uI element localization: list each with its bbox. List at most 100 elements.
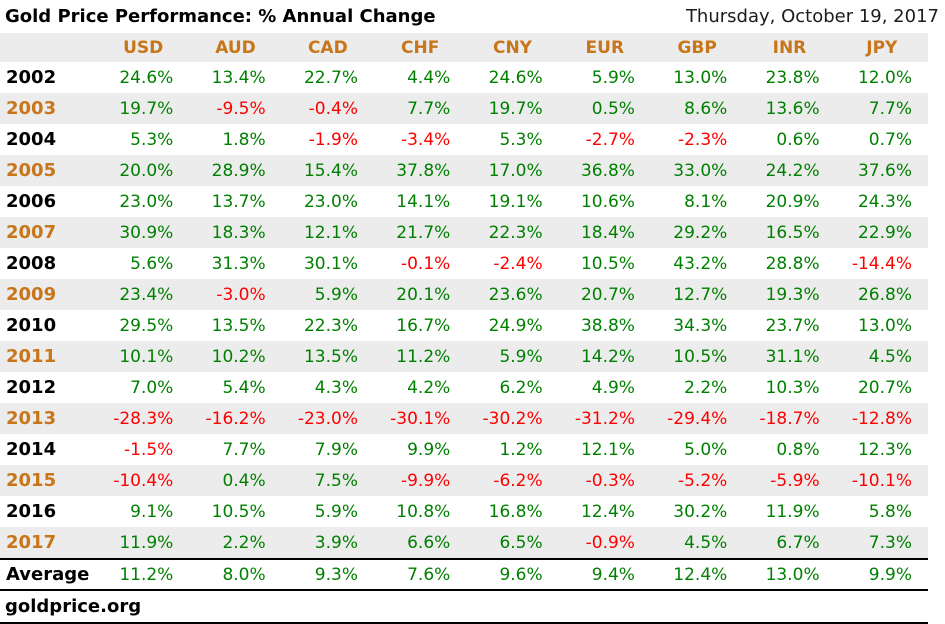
year-label: 2014 bbox=[6, 439, 57, 460]
value-cell: 4.2% bbox=[407, 377, 451, 398]
value-cell: -1.5% bbox=[124, 439, 174, 460]
value-cell: 22.9% bbox=[857, 222, 912, 243]
value-cell: 9.6% bbox=[466, 558, 559, 591]
value-cell: -3.0% bbox=[216, 284, 266, 305]
year-label: 2008 bbox=[6, 253, 57, 274]
value-cell: 13.0% bbox=[743, 558, 836, 591]
value-cell: 5.0% bbox=[684, 439, 728, 460]
value-cell: 9.3% bbox=[281, 558, 374, 591]
year-label: 2002 bbox=[6, 67, 57, 88]
value-cell: -9.5% bbox=[216, 98, 266, 119]
value-cell: 7.7% bbox=[868, 98, 912, 119]
value-cell: 0.7% bbox=[868, 129, 912, 150]
average-label: Average bbox=[0, 558, 97, 591]
value-cell: 0.8% bbox=[776, 439, 820, 460]
column-header-jpy: JPY bbox=[835, 33, 928, 62]
value-cell: -0.4% bbox=[308, 98, 358, 119]
value-cell: 37.8% bbox=[396, 160, 451, 181]
value-cell: 5.9% bbox=[314, 501, 358, 522]
column-header-inr: INR bbox=[743, 33, 836, 62]
value-cell: 16.7% bbox=[396, 315, 451, 336]
value-cell: 4.5% bbox=[684, 532, 728, 553]
value-cell: 10.2% bbox=[211, 346, 266, 367]
table-row: 2002 24.6% 13.4% 22.7% 4.4% 24.6% 5.9% 13.0% 23.… bbox=[0, 62, 928, 93]
value-cell: -6.2% bbox=[493, 470, 543, 491]
value-cell: -9.9% bbox=[400, 470, 451, 491]
value-cell: 8.1% bbox=[684, 191, 728, 212]
value-cell: -10.1% bbox=[851, 470, 912, 491]
value-cell: 24.9% bbox=[488, 315, 543, 336]
value-cell: 12.1% bbox=[303, 222, 358, 243]
value-cell: 7.7% bbox=[222, 439, 266, 460]
value-cell: -2.7% bbox=[585, 129, 635, 150]
value-cell: 12.0% bbox=[857, 67, 912, 88]
value-cell: 5.9% bbox=[591, 67, 635, 88]
value-cell: -0.3% bbox=[585, 470, 635, 491]
value-cell: -0.9% bbox=[585, 532, 635, 553]
value-cell: 21.7% bbox=[396, 222, 451, 243]
value-cell: 3.9% bbox=[314, 532, 358, 553]
year-label: 2009 bbox=[6, 284, 57, 305]
value-cell: 11.2% bbox=[97, 558, 190, 591]
table-row: 2006 23.0% 13.7% 23.0% 14.1% 19.1% 10.6% 8.1% 20… bbox=[0, 186, 928, 217]
year-label: 2015 bbox=[6, 470, 57, 491]
value-cell: 14.2% bbox=[580, 346, 635, 367]
value-cell: 14.1% bbox=[396, 191, 451, 212]
value-cell: 8.0% bbox=[189, 558, 282, 591]
value-cell: 5.3% bbox=[130, 129, 174, 150]
table-row: 2005 20.0% 28.9% 15.4% 37.8% 17.0% 36.8% 33.0% 2… bbox=[0, 155, 928, 186]
value-cell: 43.2% bbox=[673, 253, 728, 274]
value-cell: 17.0% bbox=[488, 160, 543, 181]
value-cell: -10.4% bbox=[113, 470, 174, 491]
value-cell: 11.9% bbox=[765, 501, 820, 522]
header-row: USD AUD CAD CHF CNY EUR GBP INR JPY bbox=[0, 33, 928, 62]
value-cell: 5.9% bbox=[314, 284, 358, 305]
value-cell: -12.8% bbox=[851, 408, 912, 429]
value-cell: -14.4% bbox=[851, 253, 912, 274]
value-cell: 12.4% bbox=[650, 558, 744, 591]
value-cell: 13.6% bbox=[765, 98, 820, 119]
value-cell: 19.7% bbox=[488, 98, 543, 119]
value-cell: 19.1% bbox=[488, 191, 543, 212]
gold-performance-table: USD AUD CAD CHF CNY EUR GBP INR JPY 2002 24.6% 13.… bbox=[0, 33, 928, 591]
page-title: Gold Price Performance: % Annual Change bbox=[5, 6, 436, 27]
value-cell: 34.3% bbox=[673, 315, 728, 336]
value-cell: 28.8% bbox=[765, 253, 820, 274]
value-cell: 28.9% bbox=[211, 160, 266, 181]
value-cell: 11.9% bbox=[119, 532, 174, 553]
value-cell: -16.2% bbox=[205, 408, 266, 429]
average-row: Average 11.2% 8.0% 9.3% 7.6% 9.6% 9.4% 12.4% 13.… bbox=[0, 558, 928, 591]
table-row: 2009 23.4% -3.0% 5.9% 20.1% 23.6% 20.7% 12.7% 19… bbox=[0, 279, 928, 310]
value-cell: -31.2% bbox=[574, 408, 635, 429]
value-cell: 12.7% bbox=[673, 284, 728, 305]
value-cell: 22.3% bbox=[488, 222, 543, 243]
value-cell: 23.4% bbox=[119, 284, 174, 305]
value-cell: 10.3% bbox=[765, 377, 820, 398]
value-cell: 16.8% bbox=[488, 501, 543, 522]
value-cell: 4.3% bbox=[314, 377, 358, 398]
value-cell: 12.1% bbox=[580, 439, 635, 460]
column-header-gbp: GBP bbox=[650, 33, 744, 62]
value-cell: -18.7% bbox=[759, 408, 820, 429]
column-header-chf: CHF bbox=[373, 33, 467, 62]
year-label: 2005 bbox=[6, 160, 57, 181]
column-header-eur: EUR bbox=[558, 33, 651, 62]
value-cell: 0.4% bbox=[222, 470, 266, 491]
value-cell: 30.1% bbox=[303, 253, 358, 274]
value-cell: 13.0% bbox=[857, 315, 912, 336]
value-cell: 20.1% bbox=[396, 284, 451, 305]
value-cell: 7.6% bbox=[373, 558, 467, 591]
titlebar: Gold Price Performance: % Annual Change … bbox=[0, 0, 945, 33]
value-cell: 23.7% bbox=[765, 315, 820, 336]
value-cell: 1.8% bbox=[222, 129, 266, 150]
value-cell: 20.7% bbox=[580, 284, 635, 305]
value-cell: 10.5% bbox=[211, 501, 266, 522]
value-cell: 2.2% bbox=[684, 377, 728, 398]
value-cell: 6.7% bbox=[776, 532, 820, 553]
value-cell: 0.5% bbox=[591, 98, 635, 119]
value-cell: 7.5% bbox=[314, 470, 358, 491]
value-cell: 5.8% bbox=[868, 501, 912, 522]
value-cell: 23.0% bbox=[303, 191, 358, 212]
table-row: 2014 -1.5% 7.7% 7.9% 9.9% 1.2% 12.1% 5.0% 0.8% 12… bbox=[0, 434, 928, 465]
year-label: 2010 bbox=[6, 315, 57, 336]
